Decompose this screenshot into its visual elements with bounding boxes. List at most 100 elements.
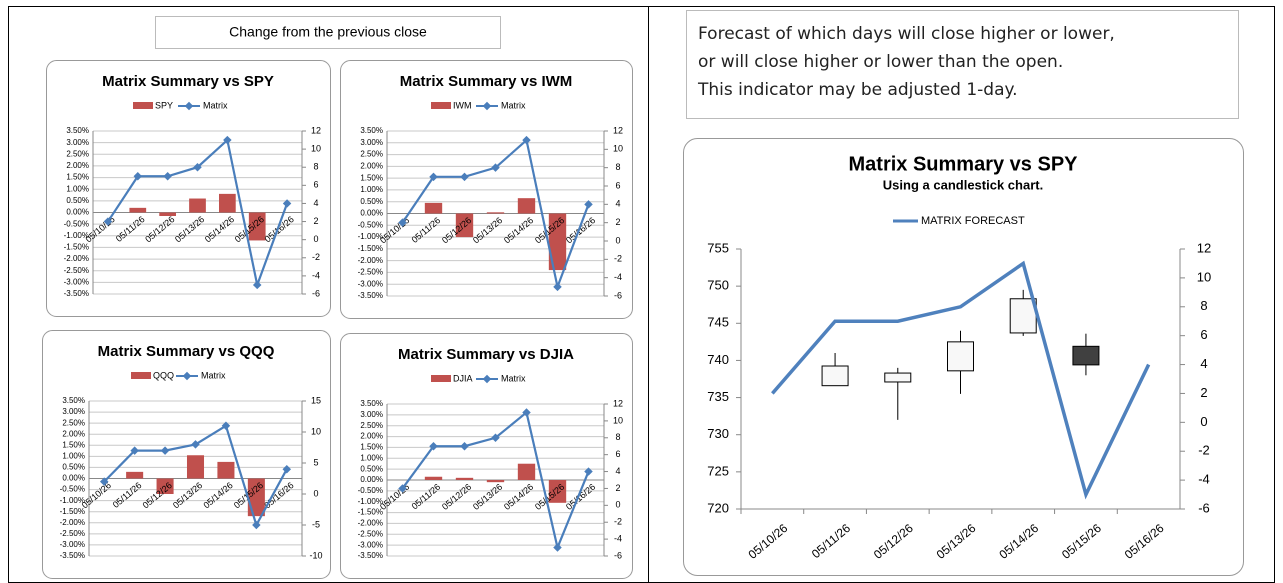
y-tick-label: 0.00% — [66, 208, 89, 217]
y-tick-label: -3.50% — [64, 289, 89, 298]
y2-tick-label: 2 — [615, 483, 620, 493]
y2-tick-label: 6 — [615, 449, 620, 459]
y2-tick-label: 4 — [615, 199, 620, 209]
y2-tick-label: -2 — [614, 517, 622, 527]
legend-swatch — [431, 102, 451, 109]
y-tick-label: 2.50% — [66, 149, 89, 158]
chart-title: Matrix Summary vs QQQ — [98, 343, 275, 360]
y2-tick-label: 0 — [615, 500, 620, 510]
y-tick-label: -3.00% — [64, 277, 89, 286]
chart-title: Matrix Summary vs DJIA — [398, 346, 574, 363]
y-tick-label: -0.50% — [64, 219, 89, 228]
marker — [130, 446, 139, 455]
y2-tick-label: 8 — [1200, 298, 1207, 313]
y-tick-label: 0.50% — [66, 196, 89, 205]
candle-body — [1072, 345, 1100, 366]
y2-tick-label: 0 — [1200, 414, 1207, 429]
chart-box — [42, 330, 331, 579]
y-tick-label: -3.50% — [60, 551, 85, 560]
marker — [282, 199, 292, 208]
note-line: This indicator may be adjusted 1-day. — [697, 80, 1018, 100]
y-tick-label: 2.00% — [66, 161, 89, 170]
y-tick-label: 3.50% — [66, 126, 89, 135]
marker — [398, 218, 407, 227]
y-tick-label: 2.00% — [360, 432, 383, 441]
marker — [429, 172, 438, 182]
y2-tick-label: -2 — [312, 252, 320, 262]
marker — [193, 162, 202, 172]
bar — [548, 213, 567, 271]
bar — [455, 477, 474, 480]
legend-label: QQQ — [153, 370, 174, 380]
y2-tick-label: 10 — [613, 144, 623, 154]
y-tick-label: -3.00% — [358, 279, 383, 288]
y2-tick-label: -4 — [312, 270, 320, 280]
bar — [486, 480, 505, 483]
y2-tick-label: 2 — [313, 216, 318, 226]
y-tick-label: 0.00% — [62, 474, 85, 483]
y2-tick-label: -5 — [312, 519, 320, 529]
y-tick-label: -0.50% — [358, 220, 383, 229]
note-box — [686, 10, 1239, 119]
legend-swatch — [482, 101, 492, 111]
y-tick-label: 730 — [707, 426, 729, 441]
marker — [133, 172, 143, 181]
marker — [221, 421, 231, 431]
candle-body — [1009, 298, 1037, 334]
y-tick-label: -3.00% — [60, 540, 85, 549]
note-line: or will close higher or lower than the o… — [698, 52, 1063, 72]
y-tick-label: 0.00% — [360, 475, 383, 484]
bar — [424, 202, 443, 214]
y-tick-label: -1.00% — [358, 232, 383, 241]
y2-tick-label: 6 — [615, 180, 620, 190]
y-tick-label: 3.00% — [360, 410, 383, 419]
y-tick-label: 0.50% — [360, 197, 383, 206]
y-tick-label: 2.50% — [62, 418, 85, 427]
candle-body — [884, 372, 912, 383]
bar — [248, 212, 266, 241]
y-tick-label: 2.50% — [360, 150, 383, 159]
legend-swatch — [133, 102, 153, 109]
marker — [553, 543, 562, 552]
y2-tick-label: -4 — [614, 272, 622, 282]
y2-tick-label: 8 — [615, 162, 620, 172]
bar — [548, 480, 567, 503]
y-tick-label: -1.50% — [60, 507, 85, 516]
y-tick-label: 3.50% — [360, 399, 383, 408]
marker — [163, 172, 172, 181]
y-tick-label: 745 — [707, 315, 729, 330]
candle-body — [947, 341, 974, 372]
marker — [584, 467, 593, 476]
marker — [191, 440, 200, 449]
y2-tick-label: 12 — [613, 125, 623, 135]
bar — [218, 193, 236, 213]
y-tick-label: 0.00% — [360, 209, 383, 218]
y-tick-label: 1.00% — [360, 185, 383, 194]
marker — [429, 441, 438, 451]
y-tick-label: 0.50% — [360, 464, 383, 473]
bar — [129, 207, 147, 213]
y-tick-label: 735 — [707, 389, 729, 404]
y-tick-label: -1.50% — [358, 244, 383, 253]
y-tick-label: 1.50% — [62, 440, 85, 449]
y2-tick-label: 10 — [311, 426, 321, 436]
marker — [223, 135, 232, 145]
caption: Change from the previous close — [229, 24, 427, 40]
y-tick-label: 1.00% — [62, 451, 85, 460]
bar — [217, 461, 235, 479]
bar — [247, 478, 265, 517]
y-tick-label: 1.00% — [360, 453, 383, 462]
chart-title: Matrix Summary vs SPY — [102, 73, 274, 90]
y-tick-label: 1.50% — [66, 173, 89, 182]
marker — [522, 408, 531, 417]
marker — [282, 464, 292, 474]
y-tick-label: -2.00% — [60, 518, 85, 527]
y-tick-label: -3.50% — [358, 291, 383, 300]
legend-label: Matrix — [203, 100, 228, 110]
y2-tick-label: 2 — [1200, 385, 1207, 400]
y-tick-label: -3.00% — [358, 540, 383, 549]
y2-tick-label: -2 — [1198, 443, 1210, 458]
legend-label: Matrix — [501, 373, 526, 383]
y2-tick-label: 12 — [613, 398, 623, 408]
y2-tick-label: 6 — [313, 180, 318, 190]
